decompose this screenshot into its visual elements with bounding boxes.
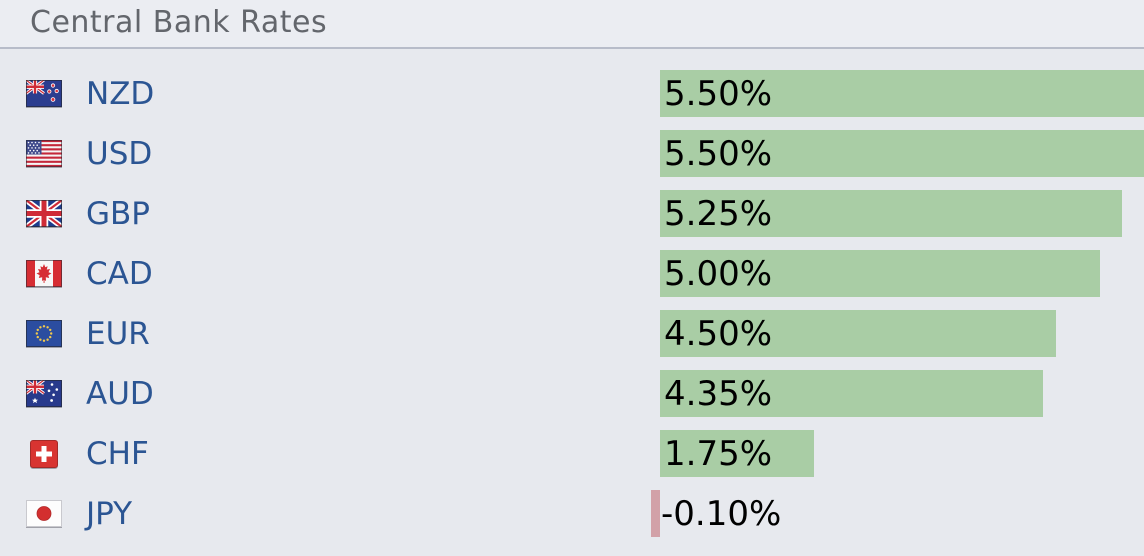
- currency-label[interactable]: USD: [86, 135, 153, 172]
- switzerland-flag-icon: [26, 439, 62, 468]
- japan-flag-icon: [26, 500, 62, 528]
- rate-bar: [660, 130, 1144, 177]
- rate-bar: [660, 370, 1043, 417]
- rate-value: 4.35%: [664, 373, 773, 414]
- australia-flag-icon: [26, 380, 62, 408]
- currency-label[interactable]: CAD: [86, 255, 153, 292]
- new-zealand-flag-icon: [26, 80, 62, 108]
- rate-bar: [651, 490, 660, 537]
- currency-label[interactable]: EUR: [86, 315, 150, 352]
- currency-label[interactable]: NZD: [86, 75, 155, 112]
- rate-value: 5.50%: [664, 73, 773, 114]
- rate-value: 5.00%: [664, 253, 773, 294]
- rate-row-aud[interactable]: AUD 4.35%: [0, 370, 1144, 417]
- rate-bar: [660, 310, 1056, 357]
- canada-flag-icon: [26, 260, 62, 288]
- rate-row-cad[interactable]: CAD 5.00%: [0, 250, 1144, 297]
- currency-label[interactable]: CHF: [86, 435, 149, 472]
- rate-bar: [660, 430, 814, 477]
- rate-bar: [660, 250, 1100, 297]
- currency-label[interactable]: AUD: [86, 375, 154, 412]
- european-union-flag-icon: [26, 320, 62, 348]
- rate-row-gbp[interactable]: GBP 5.25%: [0, 190, 1144, 237]
- panel-header: Central Bank Rates: [0, 0, 1144, 49]
- rate-row-chf[interactable]: CHF 1.75%: [0, 430, 1144, 477]
- currency-label[interactable]: JPY: [86, 495, 133, 532]
- rate-bar: [660, 70, 1144, 117]
- rate-value: 5.25%: [664, 193, 773, 234]
- rate-value: 5.50%: [664, 133, 773, 174]
- rate-row-jpy[interactable]: JPY -0.10%: [0, 490, 1144, 537]
- rate-row-eur[interactable]: EUR 4.50%: [0, 310, 1144, 357]
- rate-value: 1.75%: [664, 433, 773, 474]
- rate-value: -0.10%: [661, 493, 782, 534]
- rate-row-nzd[interactable]: NZD 5.50%: [0, 70, 1144, 117]
- currency-label[interactable]: GBP: [86, 195, 150, 232]
- panel-title: Central Bank Rates: [30, 5, 328, 40]
- rate-value: 4.50%: [664, 313, 773, 354]
- united-states-flag-icon: [26, 140, 62, 168]
- rate-bar: [660, 190, 1122, 237]
- rate-row-usd[interactable]: USD 5.50%: [0, 130, 1144, 177]
- united-kingdom-flag-icon: [26, 200, 62, 228]
